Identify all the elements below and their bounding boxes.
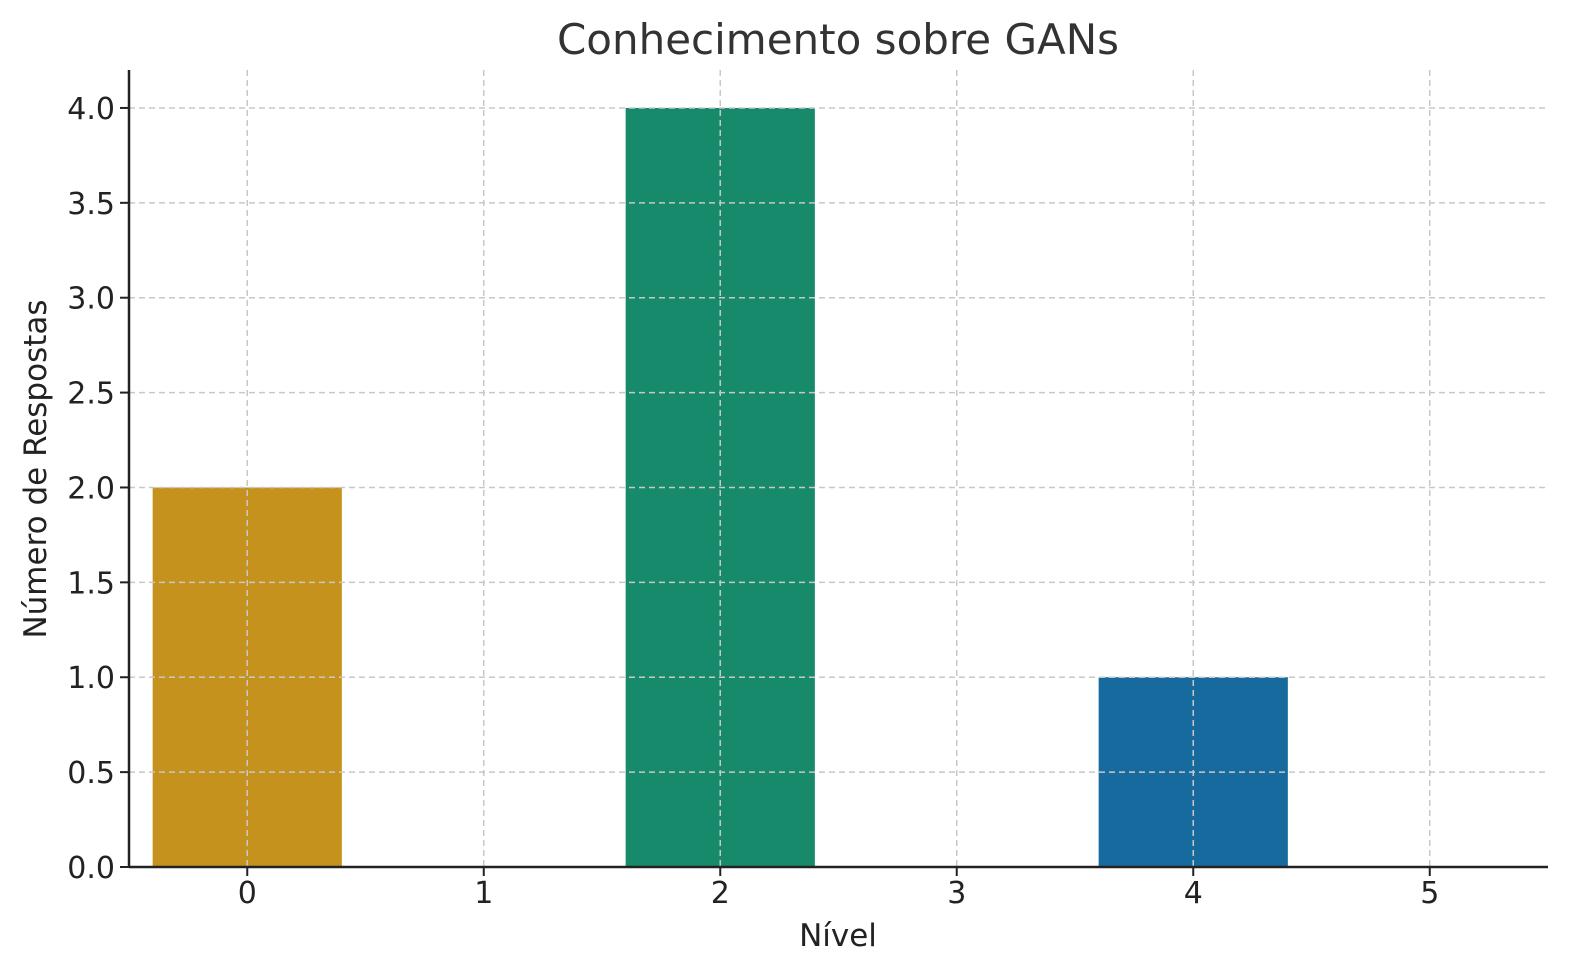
y-tick-label: 0.5 <box>67 756 115 791</box>
x-tick-label: 5 <box>1420 876 1439 911</box>
x-tick-label: 4 <box>1184 876 1203 911</box>
y-tick-label: 1.0 <box>67 661 115 696</box>
y-tick-label: 2.0 <box>67 471 115 506</box>
x-tick-label: 1 <box>474 876 493 911</box>
x-tick-label: 0 <box>238 876 257 911</box>
y-tick-label: 3.5 <box>67 187 115 222</box>
y-tick-label: 2.5 <box>67 377 115 412</box>
chart-title: Conhecimento sobre GANs <box>557 15 1119 64</box>
x-tick-label: 3 <box>947 876 966 911</box>
y-axis-label: Número de Respostas <box>18 299 54 638</box>
x-ticks: 0 1 2 3 4 5 <box>238 867 1439 911</box>
y-tick-label: 1.5 <box>67 566 115 601</box>
axes <box>127 70 1548 869</box>
x-tick-label: 2 <box>711 876 730 911</box>
y-tick-label: 4.0 <box>67 92 115 127</box>
x-axis-label: Nível <box>799 918 877 954</box>
grid <box>129 70 1548 867</box>
y-tick-label: 3.0 <box>67 282 115 317</box>
y-tick-label: 0.0 <box>67 851 115 886</box>
y-ticks: 0.0 0.5 1.0 1.5 2.0 2.5 3.0 3.5 4.0 <box>67 92 129 886</box>
